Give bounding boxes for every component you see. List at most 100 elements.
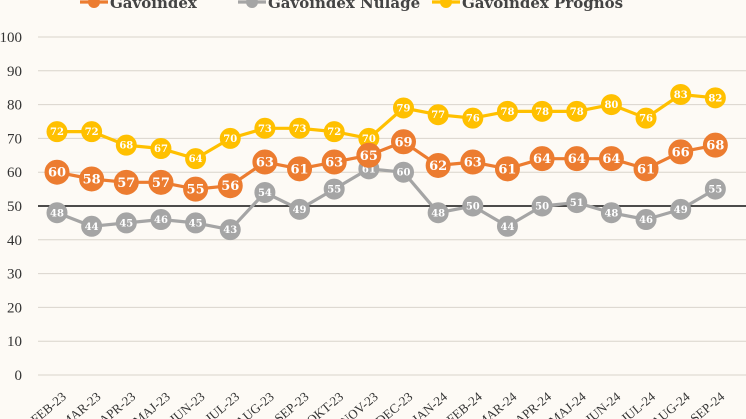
data-point: 78 [531, 100, 553, 122]
data-label: 46 [639, 215, 653, 226]
data-marker [566, 192, 588, 214]
data-label: 64 [568, 152, 586, 167]
data-point: 57 [113, 169, 139, 195]
data-point: 67 [150, 138, 172, 160]
y-tick-label: 80 [7, 98, 22, 114]
data-marker [633, 156, 659, 182]
data-label: 61 [362, 164, 376, 175]
data-marker [254, 117, 276, 139]
data-label: 45 [119, 218, 133, 229]
data-label: 64 [533, 152, 551, 167]
data-marker [427, 202, 449, 224]
data-point: 79 [393, 97, 414, 119]
y-tick-label: 40 [7, 233, 22, 249]
data-point: 63 [252, 149, 278, 175]
legend-item: Gävoindex Prognos [432, 0, 623, 12]
data-point: 65 [356, 142, 382, 168]
data-point: 70 [219, 127, 241, 149]
data-marker [46, 202, 68, 224]
data-point: 80 [600, 94, 622, 116]
data-point: 43 [219, 219, 241, 241]
data-label: 55 [187, 183, 205, 198]
data-label: 63 [256, 156, 274, 171]
data-label: 48 [50, 208, 64, 219]
data-marker [600, 94, 622, 116]
data-marker [356, 142, 382, 168]
data-point: 48 [427, 202, 449, 224]
data-marker [531, 100, 553, 122]
data-marker [321, 149, 347, 175]
data-point: 83 [670, 83, 692, 105]
data-label: 44 [85, 222, 99, 233]
legend: Gävoindex Gävoindex Nuläge Gävoindex Progn… [80, 0, 623, 12]
data-point: 46 [635, 209, 657, 231]
data-marker [668, 139, 694, 165]
legend-item: Gävoindex Nuläge [238, 0, 420, 12]
data-point: 64 [529, 146, 555, 172]
data-label: 63 [464, 156, 482, 171]
data-marker [323, 178, 345, 200]
data-marker [185, 212, 207, 234]
data-point: 78 [566, 100, 588, 122]
data-label: 60 [397, 168, 411, 179]
data-point: 60 [44, 159, 70, 185]
data-label: 66 [672, 145, 690, 160]
data-label: 78 [535, 107, 549, 118]
data-label: 63 [325, 156, 343, 171]
data-point: 77 [427, 104, 449, 126]
data-label: 70 [362, 134, 376, 145]
data-point: 57 [148, 169, 174, 195]
data-label: 49 [674, 205, 688, 216]
data-label: 67 [154, 144, 168, 155]
data-marker [115, 212, 137, 234]
data-point: 73 [254, 117, 276, 139]
y-tick-label: 100 [0, 30, 22, 46]
data-marker [289, 117, 311, 139]
data-label: 55 [327, 185, 341, 196]
data-label: 50 [535, 202, 549, 213]
data-label: 65 [360, 149, 378, 164]
data-point: 55 [704, 178, 726, 200]
data-marker [427, 104, 449, 126]
y-axis-ticks: 0 10 20 30 40 50 60 70 80 90 100 [0, 30, 22, 384]
data-marker [598, 146, 624, 172]
data-label: 69 [394, 135, 412, 150]
data-point: 64 [185, 148, 207, 170]
data-point: 49 [289, 198, 311, 220]
data-label: 79 [397, 103, 411, 114]
data-marker [252, 149, 278, 175]
data-marker [46, 121, 68, 143]
legend-swatch-marker [440, 0, 452, 8]
data-point: 62 [425, 152, 451, 178]
data-marker [287, 156, 313, 182]
data-marker [148, 169, 174, 195]
data-point: 68 [702, 132, 728, 158]
data-point: 76 [635, 107, 657, 129]
data-label: 62 [429, 159, 447, 174]
data-label: 61 [637, 162, 655, 177]
data-point: 45 [115, 212, 137, 234]
data-point: 72 [81, 121, 103, 143]
data-label: 54 [258, 188, 272, 199]
y-tick-label: 10 [7, 334, 22, 350]
data-marker [183, 176, 209, 202]
series-markers: 48 44 45 46 45 43 54 49 55 61 60 48 50 44 50 51 48 46 49 55… [44, 83, 728, 241]
data-point: 64 [564, 146, 590, 172]
data-marker [702, 132, 728, 158]
data-marker [81, 215, 103, 237]
data-label: 61 [291, 162, 309, 177]
data-point: 68 [115, 134, 137, 156]
y-tick-label: 50 [7, 199, 22, 215]
data-label: 73 [293, 124, 307, 135]
data-marker [529, 146, 555, 172]
data-marker [113, 169, 139, 195]
data-label: 76 [466, 114, 480, 125]
data-label: 68 [706, 139, 724, 154]
data-point: 56 [217, 173, 243, 199]
data-marker [219, 219, 241, 241]
data-marker [289, 198, 311, 220]
data-marker [150, 209, 172, 231]
data-point: 61 [287, 156, 313, 182]
y-tick-label: 60 [7, 165, 22, 181]
data-point: 76 [462, 107, 484, 129]
